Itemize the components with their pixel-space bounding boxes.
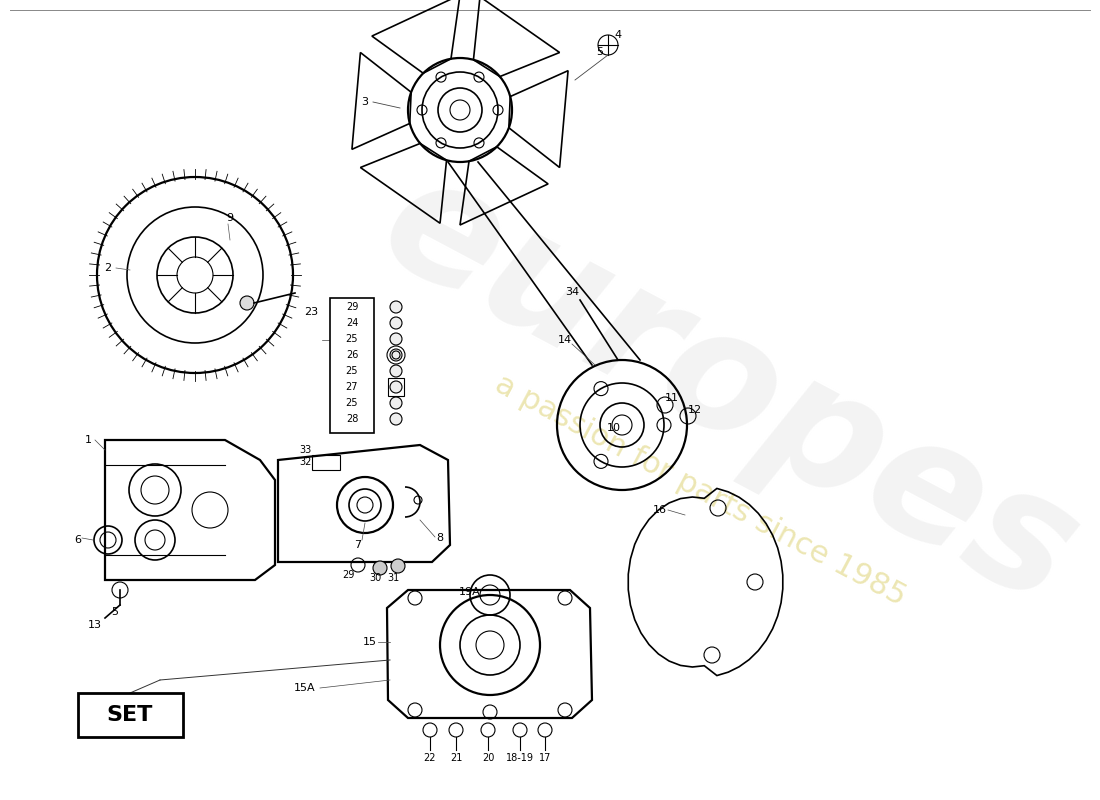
FancyBboxPatch shape bbox=[78, 693, 183, 737]
Text: 4: 4 bbox=[615, 30, 622, 40]
Circle shape bbox=[390, 381, 402, 393]
Text: 3: 3 bbox=[362, 97, 369, 107]
Text: 20: 20 bbox=[482, 753, 494, 763]
Circle shape bbox=[240, 296, 254, 310]
Text: europes: europes bbox=[356, 140, 1100, 640]
Text: 25: 25 bbox=[345, 366, 359, 376]
Text: 23: 23 bbox=[304, 307, 318, 317]
Circle shape bbox=[390, 559, 405, 573]
Circle shape bbox=[390, 349, 402, 361]
Circle shape bbox=[390, 365, 402, 377]
Text: a passion for parts since 1985: a passion for parts since 1985 bbox=[490, 369, 911, 611]
Text: 17: 17 bbox=[539, 753, 551, 763]
Text: 16: 16 bbox=[653, 505, 667, 515]
Text: 14: 14 bbox=[558, 335, 572, 345]
Circle shape bbox=[390, 317, 402, 329]
Circle shape bbox=[390, 301, 402, 313]
Text: 15A: 15A bbox=[294, 683, 316, 693]
Text: 22: 22 bbox=[424, 753, 437, 763]
Text: 2: 2 bbox=[104, 263, 111, 273]
Text: 26: 26 bbox=[345, 350, 359, 360]
Text: 25: 25 bbox=[345, 398, 359, 408]
Text: 13: 13 bbox=[88, 620, 102, 630]
Text: 19A: 19A bbox=[459, 587, 481, 597]
Text: 5: 5 bbox=[111, 607, 119, 617]
Text: 31: 31 bbox=[387, 573, 399, 583]
Text: 25: 25 bbox=[345, 334, 359, 344]
Text: 5: 5 bbox=[596, 47, 604, 57]
Text: 11: 11 bbox=[666, 393, 679, 403]
Circle shape bbox=[390, 333, 402, 345]
Text: 9: 9 bbox=[227, 213, 233, 223]
Text: 18-19: 18-19 bbox=[506, 753, 534, 763]
Text: 32: 32 bbox=[299, 457, 311, 467]
Text: 33: 33 bbox=[299, 445, 311, 455]
FancyBboxPatch shape bbox=[330, 298, 374, 433]
Text: 24: 24 bbox=[345, 318, 359, 328]
Circle shape bbox=[390, 413, 402, 425]
Text: 30: 30 bbox=[368, 573, 381, 583]
Circle shape bbox=[390, 397, 402, 409]
Circle shape bbox=[373, 561, 387, 575]
Text: 21: 21 bbox=[450, 753, 462, 763]
Text: 34: 34 bbox=[565, 287, 579, 297]
Text: 10: 10 bbox=[607, 423, 621, 433]
Text: 27: 27 bbox=[345, 382, 359, 392]
Text: SET: SET bbox=[107, 705, 153, 725]
Text: 7: 7 bbox=[354, 540, 362, 550]
Text: 29: 29 bbox=[342, 570, 354, 580]
Text: 15: 15 bbox=[363, 637, 377, 647]
Text: 29: 29 bbox=[345, 302, 359, 312]
Text: 6: 6 bbox=[75, 535, 81, 545]
Text: 12: 12 bbox=[688, 405, 702, 415]
Text: 8: 8 bbox=[437, 533, 443, 543]
Text: 28: 28 bbox=[345, 414, 359, 424]
Text: 1: 1 bbox=[85, 435, 91, 445]
